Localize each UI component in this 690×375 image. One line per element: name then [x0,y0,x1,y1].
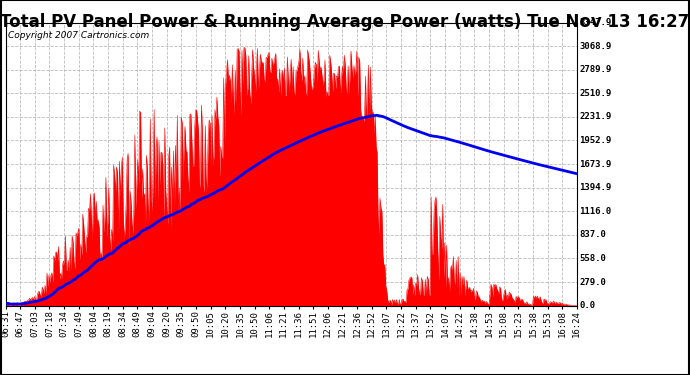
Text: 558.0: 558.0 [580,254,607,263]
Text: 2789.9: 2789.9 [580,65,612,74]
Text: 2510.9: 2510.9 [580,89,612,98]
Text: 1394.9: 1394.9 [580,183,612,192]
Text: Total PV Panel Power & Running Average Power (watts) Tue Nov 13 16:27: Total PV Panel Power & Running Average P… [1,13,689,31]
Text: 1673.9: 1673.9 [580,160,612,169]
Text: 3347.9: 3347.9 [580,18,612,27]
Text: 1952.9: 1952.9 [580,136,612,145]
Text: 3068.9: 3068.9 [580,42,612,51]
Text: 2231.9: 2231.9 [580,112,612,122]
Text: 279.0: 279.0 [580,278,607,286]
Text: 1116.0: 1116.0 [580,207,612,216]
Text: Copyright 2007 Cartronics.com: Copyright 2007 Cartronics.com [8,31,150,40]
Text: 0.0: 0.0 [580,301,595,310]
Text: 837.0: 837.0 [580,230,607,239]
